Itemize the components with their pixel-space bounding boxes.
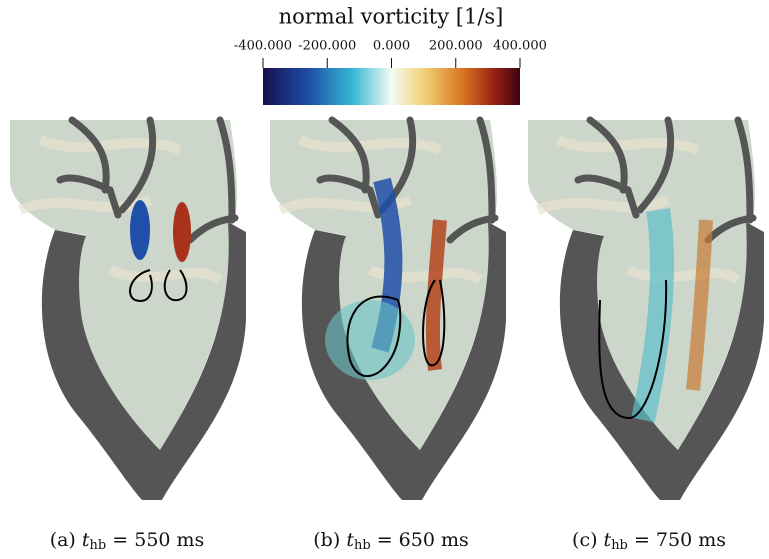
caption-subscript: hb [90, 538, 107, 553]
caption-subscript: hb [611, 538, 628, 553]
caption-time: = 550 ms [112, 529, 204, 551]
colorbar-tick-label: 400.000 [493, 39, 547, 54]
caption-c: (c) thb = 750 ms [572, 529, 726, 555]
caption-b: (b) thb = 650 ms [313, 529, 468, 555]
caption-label: (b) [313, 529, 340, 551]
caption-subscript: hb [354, 538, 371, 553]
colorbar-tick-label: 0.000 [373, 39, 410, 54]
caption-variable: t [346, 529, 354, 551]
caption-time: = 650 ms [377, 529, 469, 551]
colorbar-ticks: -400.000 -200.000 0.000 200.000 400.000 [234, 39, 547, 68]
colorbar [263, 68, 520, 105]
caption-a: (a) thb = 550 ms [50, 529, 205, 555]
colorbar-title: normal vorticity [1/s] [279, 5, 504, 29]
caption-time: = 750 ms [634, 529, 726, 551]
colorbar-tick-label: -200.000 [298, 39, 356, 54]
caption-label: (a) [50, 529, 76, 551]
caption-variable: t [82, 529, 90, 551]
colorbar-tick-label: -400.000 [234, 39, 292, 54]
caption-label: (c) [572, 529, 597, 551]
caption-variable: t [604, 529, 612, 551]
panel-b-image [270, 120, 506, 500]
colorbar-tick-label: 200.000 [429, 39, 483, 54]
panel-a-image [10, 120, 246, 500]
panel-c-image [528, 120, 764, 500]
